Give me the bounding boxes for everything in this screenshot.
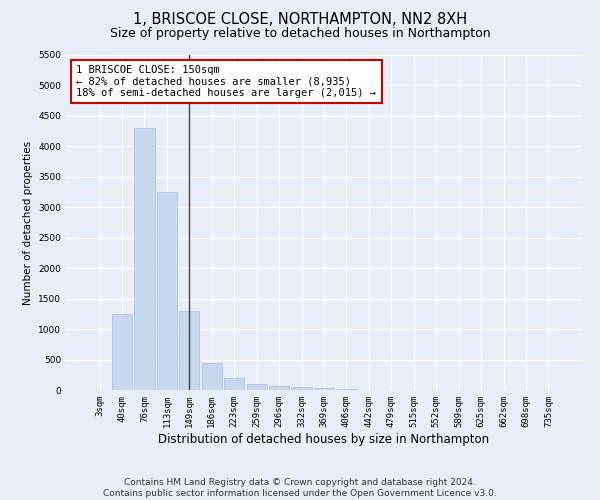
Text: 1 BRISCOE CLOSE: 150sqm
← 82% of detached houses are smaller (8,935)
18% of semi: 1 BRISCOE CLOSE: 150sqm ← 82% of detache… — [76, 65, 376, 98]
Bar — [224, 378, 244, 390]
Text: 1, BRISCOE CLOSE, NORTHAMPTON, NN2 8XH: 1, BRISCOE CLOSE, NORTHAMPTON, NN2 8XH — [133, 12, 467, 28]
Bar — [202, 362, 222, 390]
Bar — [314, 388, 334, 390]
Bar — [247, 384, 267, 390]
Bar — [179, 311, 199, 390]
Bar — [337, 389, 356, 390]
Bar — [269, 386, 289, 390]
Text: Size of property relative to detached houses in Northampton: Size of property relative to detached ho… — [110, 28, 490, 40]
Bar — [112, 314, 132, 390]
Y-axis label: Number of detached properties: Number of detached properties — [23, 140, 32, 304]
Bar — [134, 128, 155, 390]
Bar — [292, 387, 311, 390]
Bar — [157, 192, 177, 390]
X-axis label: Distribution of detached houses by size in Northampton: Distribution of detached houses by size … — [158, 432, 490, 446]
Text: Contains HM Land Registry data © Crown copyright and database right 2024.
Contai: Contains HM Land Registry data © Crown c… — [103, 478, 497, 498]
